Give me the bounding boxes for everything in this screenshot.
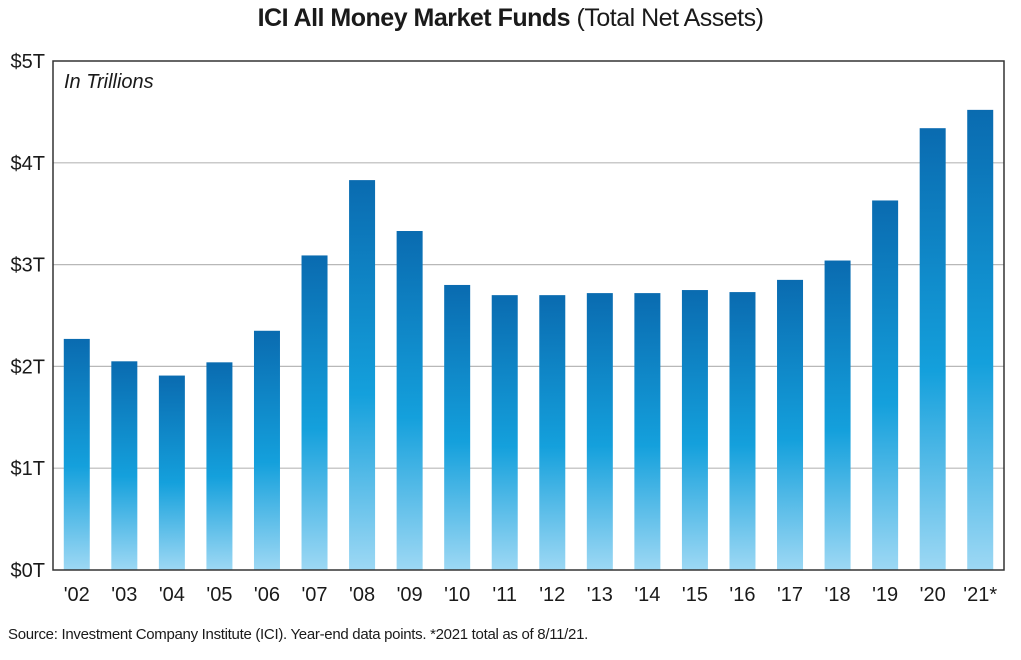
- x-tick-label: '11: [492, 584, 517, 606]
- bar: [729, 292, 756, 570]
- x-tick-label: '09: [397, 584, 423, 606]
- bar: [253, 330, 280, 570]
- x-tick-label: '20: [920, 584, 946, 606]
- x-tick-label: '15: [682, 584, 708, 606]
- bar: [206, 362, 233, 570]
- chart-title: ICI All Money Market Funds (Total Net As…: [0, 4, 1021, 33]
- bar: [63, 338, 90, 570]
- source-note: Source: Investment Company Institute (IC…: [8, 626, 588, 643]
- x-tick-label: '12: [539, 584, 565, 606]
- bar: [919, 128, 946, 571]
- y-tick-label: $2T: [11, 356, 45, 378]
- x-tick-label: '16: [729, 584, 755, 606]
- x-tick-label: '07: [301, 584, 327, 606]
- x-tick-label: '05: [206, 584, 232, 606]
- bar: [872, 200, 899, 570]
- x-tick-label: '02: [64, 584, 90, 606]
- bar: [777, 279, 804, 570]
- bar: [586, 293, 613, 570]
- x-tick-label: '13: [587, 584, 613, 606]
- chart-subtitle: (Total Net Assets): [576, 4, 764, 32]
- x-tick-label: '17: [777, 584, 803, 606]
- bar: [444, 284, 471, 570]
- y-tick-label: $0T: [11, 560, 45, 582]
- bar: [349, 180, 376, 570]
- y-axis-tick-labels: $0T $1T $2T $3T $4T $5T: [11, 51, 45, 582]
- x-tick-label: '19: [872, 584, 898, 606]
- x-tick-label: '08: [349, 584, 375, 606]
- y-tick-label: $5T: [11, 51, 45, 73]
- bar: [967, 109, 994, 570]
- bar: [634, 293, 661, 570]
- x-tick-label: '04: [159, 584, 185, 606]
- x-axis-tick-labels: '02 '03 '04 '05 '06 '07 '08 '09 '10 '11 '12 '13 '14 '…: [64, 584, 998, 606]
- bar: [111, 361, 138, 570]
- x-tick-label: '21*: [963, 584, 997, 606]
- bar: [396, 231, 423, 571]
- y-tick-label: $1T: [11, 458, 45, 480]
- x-tick-label: '03: [111, 584, 137, 606]
- bar: [681, 290, 708, 570]
- bars: [63, 109, 994, 571]
- y-tick-label: $3T: [11, 255, 45, 277]
- bar: [301, 255, 328, 571]
- plot-frame: [52, 60, 1005, 571]
- chart-title-main: ICI All Money Market Funds: [257, 4, 571, 32]
- bar: [158, 375, 185, 570]
- x-tick-label: '18: [825, 584, 851, 606]
- x-tick-label: '10: [444, 584, 470, 606]
- grid-lines: [53, 162, 1004, 469]
- x-tick-label: '14: [634, 584, 660, 606]
- bar: [824, 260, 851, 570]
- y-tick-label: $4T: [11, 153, 45, 175]
- bar: [539, 295, 566, 570]
- units-annotation: In Trillions: [64, 71, 154, 93]
- bar: [491, 295, 518, 570]
- x-tick-label: '06: [254, 584, 280, 606]
